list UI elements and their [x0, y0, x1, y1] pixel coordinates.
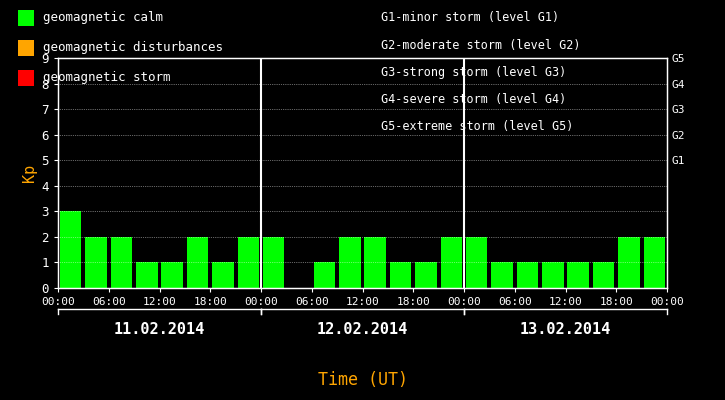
Bar [618, 237, 639, 288]
Text: G1-minor storm (level G1): G1-minor storm (level G1) [381, 12, 559, 24]
Bar [339, 237, 360, 288]
Text: G3-strong storm (level G3): G3-strong storm (level G3) [381, 66, 566, 79]
Bar [136, 262, 157, 288]
Bar [644, 237, 665, 288]
Text: G4-severe storm (level G4): G4-severe storm (level G4) [381, 93, 566, 106]
Y-axis label: Kp: Kp [22, 164, 37, 182]
Text: 12.02.2014: 12.02.2014 [317, 322, 408, 338]
Bar [162, 262, 183, 288]
Bar [542, 262, 563, 288]
Bar [415, 262, 436, 288]
Text: geomagnetic disturbances: geomagnetic disturbances [43, 42, 223, 54]
Bar [593, 262, 614, 288]
Bar [466, 237, 487, 288]
Text: geomagnetic storm: geomagnetic storm [43, 72, 170, 84]
Text: G5-extreme storm (level G5): G5-extreme storm (level G5) [381, 120, 573, 133]
Text: geomagnetic calm: geomagnetic calm [43, 12, 163, 24]
Bar [111, 237, 132, 288]
Bar [441, 237, 462, 288]
Bar [212, 262, 233, 288]
Text: 11.02.2014: 11.02.2014 [114, 322, 205, 338]
Bar [492, 262, 513, 288]
Bar [365, 237, 386, 288]
Bar [60, 211, 81, 288]
Bar [517, 262, 538, 288]
Bar [187, 237, 208, 288]
Text: G2-moderate storm (level G2): G2-moderate storm (level G2) [381, 39, 580, 52]
Bar [238, 237, 259, 288]
Bar [390, 262, 411, 288]
Bar [314, 262, 335, 288]
Bar [263, 237, 284, 288]
Text: 13.02.2014: 13.02.2014 [520, 322, 611, 338]
Bar [568, 262, 589, 288]
Text: Time (UT): Time (UT) [318, 371, 407, 389]
Bar [86, 237, 107, 288]
